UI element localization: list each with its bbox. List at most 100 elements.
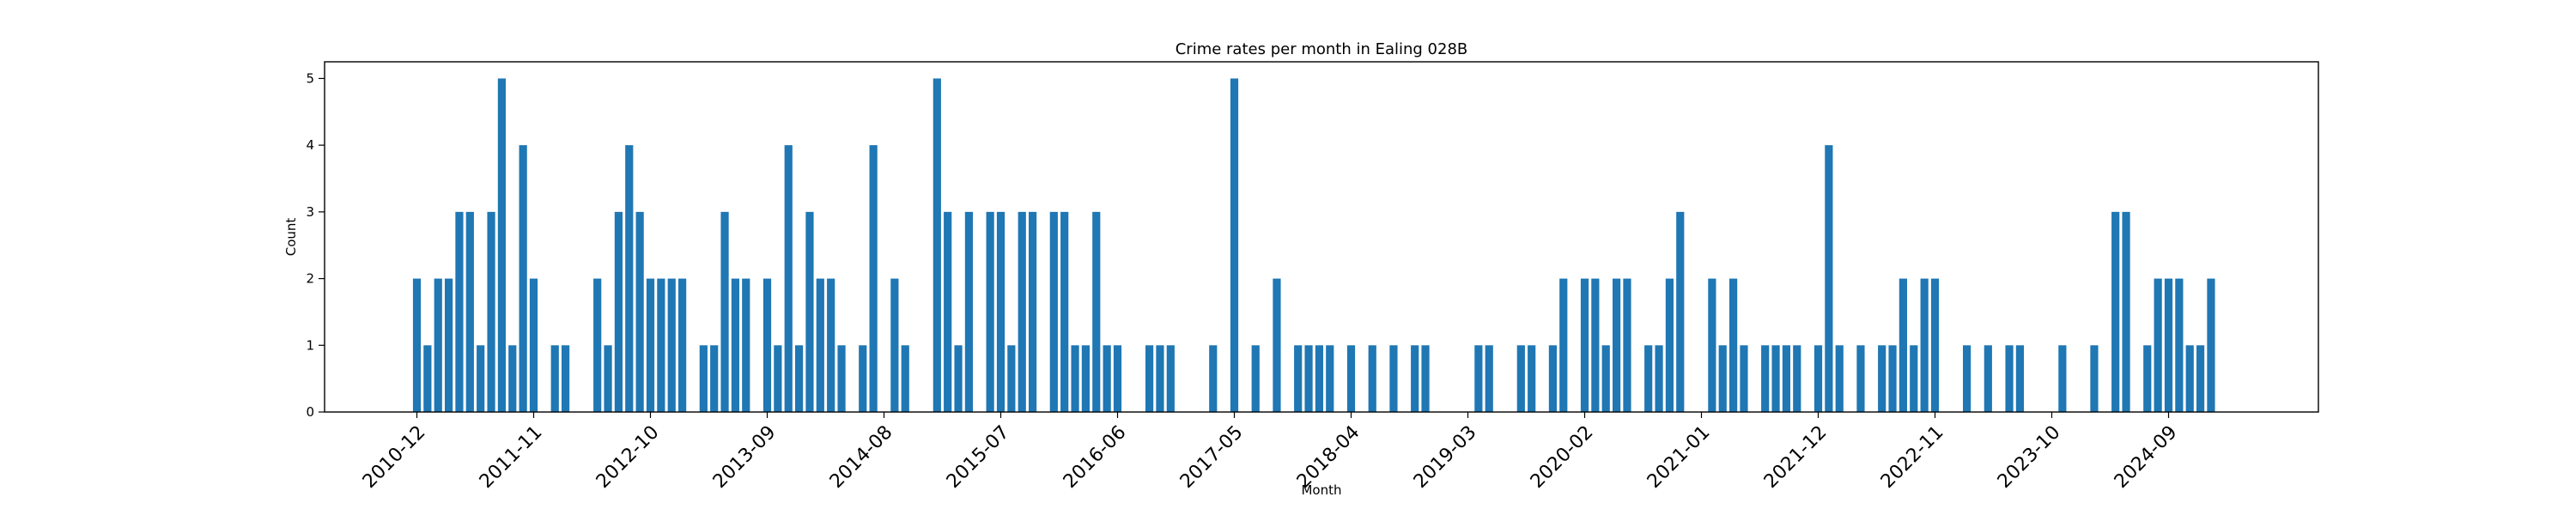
bar-2013-10 [774,345,782,412]
bar-2020-04 [1601,345,1610,412]
bar-2021-07 [1761,345,1770,412]
y-axis-label: Count [283,218,299,257]
bar-2018-06 [1368,345,1376,412]
bar-2018-08 [1389,345,1398,412]
bar-2012-12 [667,278,676,412]
bar-2016-11 [1166,345,1175,412]
bar-2024-11 [2185,345,2194,412]
bar-2020-10 [1665,278,1674,412]
bar-2016-01 [1060,211,1069,412]
bar-2019-04 [1474,345,1483,412]
y-tick-label-3: 3 [306,204,314,220]
bar-2018-01 [1315,345,1324,412]
y-tick-label-0: 0 [306,404,314,420]
bar-2011-06 [477,345,485,412]
bar-2016-05 [1103,345,1111,412]
bar-2013-12 [794,345,804,412]
bar-2017-03 [1209,345,1218,412]
bar-2015-02 [944,211,952,412]
bar-2011-07 [487,211,495,412]
x-tick-label-2020-02: 2020-02 [1527,421,1598,493]
bar-2022-10 [1920,278,1929,412]
bar-2014-07 [869,145,878,412]
bar-2016-02 [1071,345,1079,412]
bar-2011-10 [519,145,527,412]
bar-2020-11 [1676,211,1685,412]
bar-2021-09 [1782,345,1791,412]
plot-frame [324,61,2319,413]
bar-2015-07 [996,211,1005,412]
bar-2021-08 [1771,345,1780,412]
bar-2019-11 [1548,345,1558,412]
bar-2010-12 [412,278,422,412]
bar-2014-09 [890,278,899,412]
bar-2021-04 [1728,278,1738,412]
x-tick-label-2023-10: 2023-10 [1994,421,2065,493]
bar-2011-03 [444,278,453,412]
x-axis: 2010-12 2011-11 2012-10 2013-09 2014-08 2015-… [359,412,2181,493]
bar-2024-12 [2196,345,2205,412]
bar-2016-09 [1145,345,1154,412]
bar-2011-08 [497,78,507,413]
x-tick-label-2013-09: 2013-09 [709,421,781,493]
bar-2011-09 [508,345,517,412]
bar-2021-05 [1740,345,1748,412]
bar-2011-01 [423,345,432,412]
bar-2011-11 [529,278,538,412]
x-tick-label-2017-05: 2017-05 [1176,421,1248,493]
x-tick-label-2015-07: 2015-07 [943,421,1014,493]
bar-2025-01 [2207,278,2215,412]
y-axis: 0 1 2 3 4 5 [306,70,325,420]
bar-2012-06 [604,345,612,412]
x-tick-label-2016-06: 2016-06 [1060,421,1131,493]
bar-2012-07 [614,211,623,412]
bar-2021-10 [1793,345,1801,412]
bar-2014-10 [901,345,909,412]
y-tick-label-5: 5 [306,70,314,86]
bar-2012-10 [646,278,655,412]
bar-2014-01 [805,211,814,412]
bar-2015-09 [1018,211,1026,412]
bar-2024-02 [2090,345,2099,412]
bar-2013-11 [784,145,793,412]
bar-2023-02 [1962,345,1971,412]
bar-2013-06 [731,278,740,412]
bar-2013-03 [699,345,708,412]
y-tick-label-1: 1 [306,337,314,353]
bar-2013-01 [677,278,687,412]
bar-2012-09 [635,211,644,412]
bar-2018-02 [1326,345,1334,412]
bar-2015-08 [1007,345,1016,412]
bar-2024-10 [2175,278,2184,412]
bar-2020-08 [1644,345,1653,412]
bar-2017-12 [1304,345,1313,412]
bar-2014-02 [816,278,824,412]
x-axis-label: Month [1301,482,1341,498]
chart-title: Crime rates per month in Ealing 028B [1176,40,1468,58]
bar-2014-04 [837,345,846,412]
bar-2021-02 [1708,278,1716,412]
bar-2013-05 [720,211,729,412]
bar-2024-04 [2111,211,2120,412]
bar-2022-07 [1888,345,1897,412]
bar-2014-03 [827,278,835,412]
bar-2015-12 [1049,211,1058,412]
bar-2011-04 [455,211,464,412]
x-tick-label-2012-10: 2012-10 [592,421,664,493]
bar-2017-09 [1273,278,1281,412]
x-tick-label-2014-08: 2014-08 [826,421,897,493]
bar-2019-05 [1485,345,1493,412]
bar-2013-07 [742,278,750,412]
x-tick-label-2021-12: 2021-12 [1760,421,1832,493]
x-tick-label-2019-03: 2019-03 [1410,421,1481,493]
bar-2012-01 [550,345,559,412]
x-tick-label-2010-12: 2010-12 [359,421,430,493]
bar-2019-08 [1516,345,1525,412]
bar-2022-01 [1825,145,1833,412]
bar-2024-09 [2164,278,2173,412]
bar-2020-05 [1612,278,1621,412]
bar-2014-06 [859,345,867,412]
x-tick-label-2011-11: 2011-11 [476,421,547,493]
bar-2016-10 [1156,345,1164,412]
